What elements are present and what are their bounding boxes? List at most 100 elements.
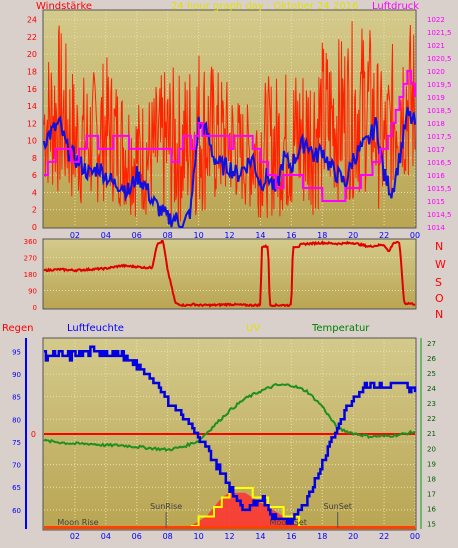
- temperature-y-tick-label-6: 21: [427, 430, 436, 438]
- direction-series: [43, 240, 416, 308]
- humidity-x-tick-label-7: 16: [286, 532, 296, 541]
- pressure-y-tick-label-16: 1022: [427, 16, 445, 24]
- pressure-y-tick-label-5: 1016,5: [427, 159, 452, 167]
- sunset-label: SunSet: [324, 502, 352, 511]
- pressure-series: [44, 69, 416, 202]
- wind-direction-chart: 0 90 180 270 360 N W S O N: [24, 238, 446, 321]
- temperature-series: [43, 383, 416, 452]
- wind-y-tick-label-11: 22: [27, 33, 37, 42]
- rain-title: Regen: [2, 323, 34, 334]
- humidity-y-tick-label-0: 60: [12, 507, 21, 515]
- humidity-line: [44, 345, 417, 525]
- humidity-x-tick-label-6: 14: [255, 532, 265, 541]
- temperature-y-tick-label-9: 24: [427, 385, 436, 393]
- pressure-y-tick-label-15: 1021,5: [427, 29, 452, 37]
- wind-y-tick-label-2: 4: [32, 188, 37, 197]
- pressure-y-tick-label-3: 1015,5: [427, 185, 452, 193]
- wind-x-tick-label-3: 08: [163, 231, 173, 240]
- pressure-y-tick-label-11: 1019,5: [427, 81, 452, 89]
- compass-label-w: W: [435, 258, 446, 271]
- wind-y-tick-label-8: 16: [27, 85, 37, 94]
- wind-y-tick-label-0: 0: [32, 223, 37, 232]
- humidity-x-tick-label-4: 10: [193, 532, 203, 541]
- direction-y-axis: 0 90 180 270 360: [24, 238, 37, 312]
- wind-y-tick-label-12: 24: [27, 16, 37, 25]
- humidity-x-tick-label-9: 20: [348, 532, 358, 541]
- pressure-y-tick-label-10: 1019: [427, 94, 445, 102]
- wind-y-tick-label-9: 18: [27, 67, 37, 76]
- wind-y-tick-label-7: 14: [27, 102, 37, 111]
- humidity-x-tick-label-10: 22: [379, 532, 389, 541]
- chart-date-title: 24 hour graph day : Oktober 24 2016: [171, 1, 358, 12]
- wind-gust-line: [43, 21, 416, 224]
- humidity-y-tick-label-7: 95: [12, 348, 21, 356]
- direction-line: [43, 240, 416, 308]
- wind-x-tick-label-11: 00: [410, 231, 420, 240]
- wind-x-tick-label-2: 06: [132, 231, 142, 240]
- temperature-y-tick-label-0: 15: [427, 520, 436, 528]
- humidity-x-tick-label-0: 02: [70, 532, 80, 541]
- direction-y-tick-label-3: 270: [24, 255, 37, 263]
- humidity-y-tick-label-1: 65: [12, 484, 21, 492]
- direction-y-tick-label-0: 0: [33, 304, 37, 312]
- uv-title: UV: [246, 323, 260, 334]
- temperature-y-tick-label-4: 19: [427, 460, 436, 468]
- temperature-y-tick-label-7: 22: [427, 415, 436, 423]
- temperature-y-tick-label-8: 23: [427, 400, 436, 408]
- pressure-y-tick-label-9: 1018,5: [427, 107, 452, 115]
- sunrise-label: SunRise: [150, 502, 182, 511]
- pressure-y-tick-label-14: 1021: [427, 42, 445, 50]
- moonrise-label: Moon Rise: [57, 518, 98, 527]
- temperature-y-tick-label-1: 16: [427, 505, 436, 513]
- wind-x-tick-label-6: 14: [255, 231, 265, 240]
- pressure-title: Luftdruck: [372, 1, 419, 12]
- temperature-y-tick-label-10: 25: [427, 370, 436, 378]
- direction-gridlines: [44, 257, 415, 291]
- wind-y-tick-label-5: 10: [27, 137, 37, 146]
- direction-y-tick-label-1: 90: [28, 288, 37, 296]
- temperature-y-tick-label-5: 20: [427, 445, 436, 453]
- pressure-y-tick-label-2: 1015: [427, 198, 445, 206]
- humidity-x-tick-label-2: 06: [132, 532, 142, 541]
- pressure-y-tick-label-12: 1020: [427, 68, 445, 76]
- humidity-x-tick-label-5: 12: [224, 532, 234, 541]
- wind-y-tick-label-1: 2: [32, 206, 37, 215]
- pressure-y-tick-label-8: 1018: [427, 120, 445, 128]
- wind-y-tick-label-6: 12: [27, 119, 37, 128]
- pressure-y-tick-label-4: 1016: [427, 172, 445, 180]
- wind-x-axis: 02 04 06 08 10 12 14 16 18 20 22 00: [70, 231, 420, 240]
- humidity-x-tick-label-11: 00: [410, 532, 420, 541]
- wind-gust-series: [43, 21, 416, 224]
- wind-y-tick-label-4: 8: [32, 154, 37, 163]
- humidity-y-tick-label-2: 70: [12, 462, 21, 470]
- wind-y-tick-label-3: 6: [32, 171, 37, 180]
- direction-y-tick-label-4: 360: [24, 238, 37, 246]
- humidity-x-tick-label-3: 08: [163, 532, 173, 541]
- humidity-x-axis: 02 04 06 08 10 12 14 16 18 20 22 00: [70, 532, 420, 541]
- temperature-title: Temperatur: [311, 323, 370, 334]
- temperature-y-tick-label-3: 18: [427, 475, 436, 483]
- wind-x-tick-label-10: 22: [379, 231, 389, 240]
- humidity-y-tick-label-3: 75: [12, 439, 21, 447]
- pressure-y-tick-label-7: 1017,5: [427, 133, 452, 141]
- compass-label-n2: N: [435, 308, 443, 321]
- direction-y-tick-label-2: 180: [24, 271, 37, 279]
- compass-label-o: O: [435, 292, 444, 305]
- pressure-line: [44, 69, 416, 202]
- wind-x-tick-label-1: 04: [101, 231, 111, 240]
- wind-x-tick-label-8: 18: [317, 231, 327, 240]
- wind-x-tick-label-5: 12: [224, 231, 234, 240]
- wind-x-tick-label-7: 16: [286, 231, 296, 240]
- temperature-y-axis: 15 16 17 18 19 20 21 22 23 24 25 26 27: [427, 340, 436, 528]
- humidity-title: Luftfeuchte: [67, 323, 124, 334]
- uv-outline: [190, 487, 301, 527]
- wind-y-tick-label-10: 20: [27, 50, 37, 59]
- compass-label-s: S: [435, 276, 442, 289]
- temperature-y-tick-label-12: 27: [427, 340, 436, 348]
- wind-title: Windstärke: [36, 1, 92, 12]
